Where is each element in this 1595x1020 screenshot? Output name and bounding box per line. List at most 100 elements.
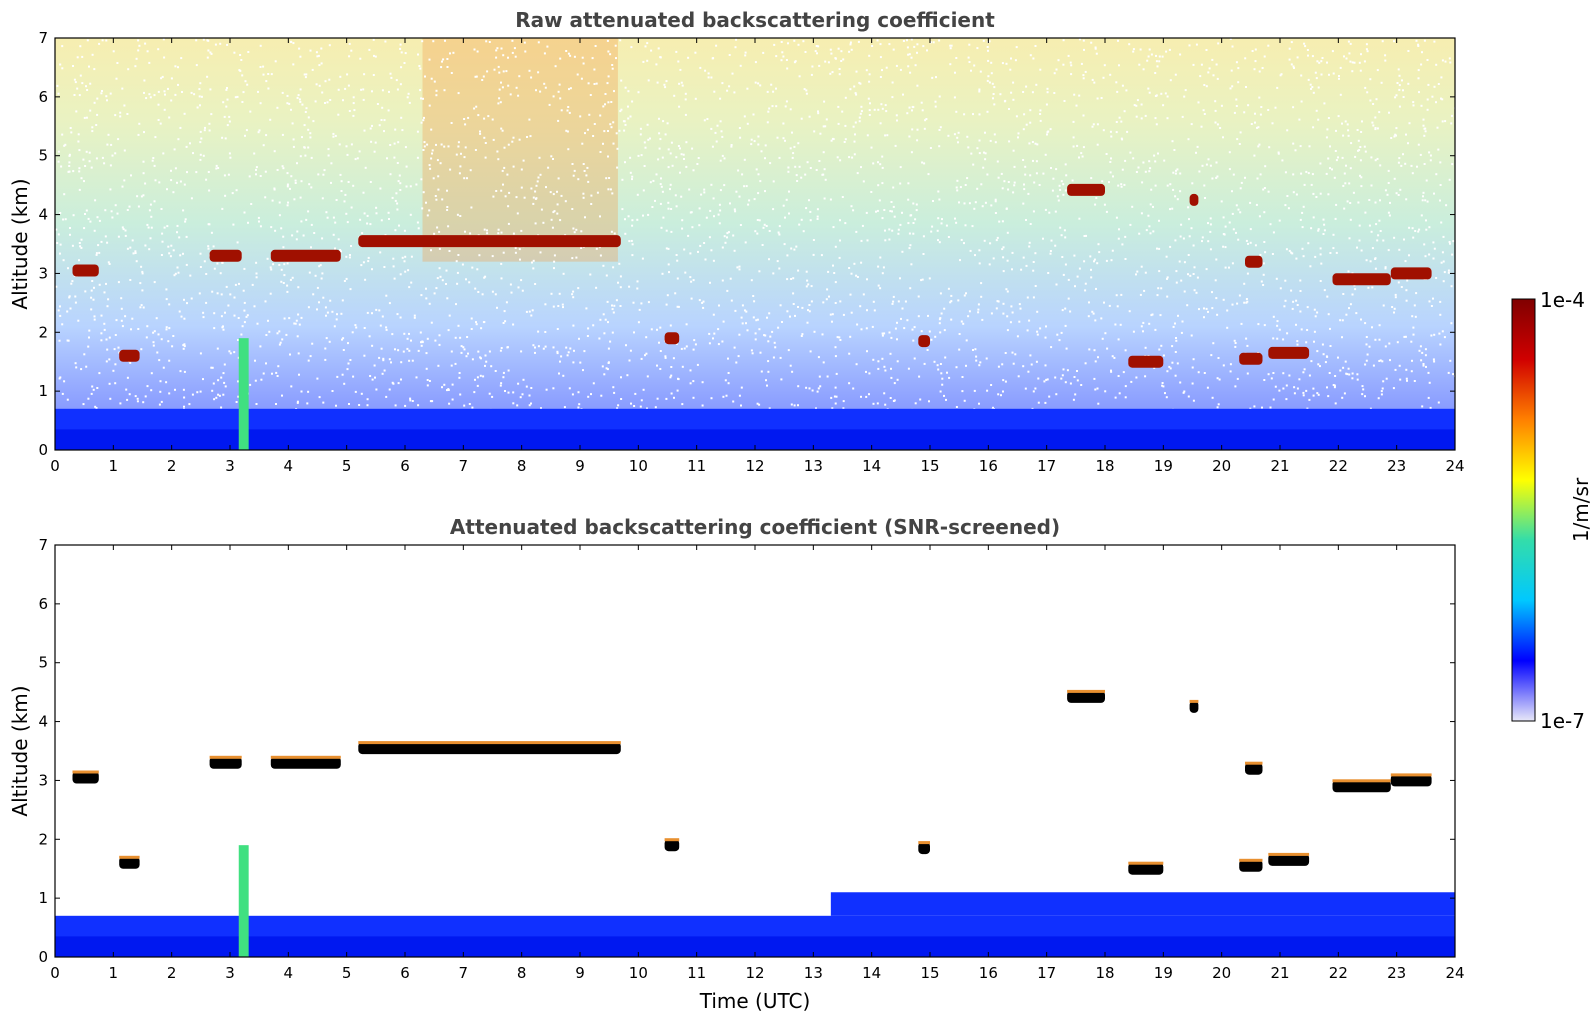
noise-speck <box>1354 155 1357 158</box>
noise-speck <box>1014 59 1017 62</box>
noise-speck <box>184 220 187 223</box>
noise-speck <box>837 122 840 125</box>
noise-speck <box>1364 322 1367 325</box>
noise-speck <box>1203 84 1206 86</box>
noise-speck <box>346 221 349 224</box>
noise-speck <box>425 367 428 370</box>
noise-speck <box>426 379 429 381</box>
noise-speck <box>723 157 726 160</box>
noise-speck <box>1205 49 1208 51</box>
noise-speck <box>113 348 116 351</box>
noise-speck <box>436 159 439 162</box>
noise-speck <box>1415 39 1418 42</box>
noise-speck <box>1158 247 1161 250</box>
noise-speck <box>287 201 289 204</box>
panel-screened-axes: 0 1 2 3 4 5 6 7 8 9 10 11 12 13 14 15 16 17 18 19 20 21 22 23 24… <box>38 536 1464 982</box>
noise-speck <box>889 210 892 213</box>
noise-speck <box>683 248 686 251</box>
noise-speck <box>1187 273 1189 276</box>
noise-speck <box>933 360 936 363</box>
noise-speck <box>459 393 462 396</box>
noise-speck <box>664 133 667 136</box>
noise-speck <box>805 386 808 389</box>
noise-speck <box>1405 198 1408 201</box>
noise-speck <box>566 109 569 112</box>
noise-speck <box>1263 55 1266 58</box>
noise-speck <box>1439 313 1442 316</box>
noise-speck <box>912 202 915 205</box>
noise-speck <box>767 360 770 363</box>
noise-speck <box>769 335 772 338</box>
noise-speck <box>712 259 715 262</box>
noise-speck <box>78 259 80 262</box>
noise-speck <box>793 404 796 407</box>
noise-speck <box>1224 246 1227 249</box>
noise-speck <box>902 40 905 42</box>
noise-speck <box>483 117 486 120</box>
noise-speck <box>80 368 83 371</box>
noise-speck <box>631 100 634 103</box>
noise-speck <box>1323 229 1326 232</box>
noise-speck <box>628 240 631 243</box>
noise-speck <box>746 87 749 90</box>
noise-speck <box>1447 271 1450 274</box>
noise-speck <box>892 186 895 189</box>
noise-speck <box>718 222 721 225</box>
noise-speck <box>387 109 390 112</box>
noise-speck <box>420 121 423 124</box>
noise-speck <box>586 128 589 131</box>
noise-speck <box>222 328 225 331</box>
noise-speck <box>114 114 117 117</box>
cloud-layer <box>119 349 140 362</box>
noise-speck <box>530 387 533 389</box>
noise-speck <box>121 325 124 328</box>
noise-speck <box>1341 319 1344 322</box>
noise-speck <box>829 313 832 316</box>
noise-speck <box>629 171 632 174</box>
noise-speck <box>269 292 272 295</box>
noise-speck <box>394 348 396 351</box>
noise-speck <box>320 277 323 280</box>
noise-speck <box>590 393 592 396</box>
noise-speck <box>865 211 868 214</box>
noise-speck <box>68 165 71 167</box>
noise-speck <box>446 58 449 60</box>
noise-speck <box>428 302 431 305</box>
noise-speck <box>994 200 997 203</box>
noise-speck <box>1032 296 1035 299</box>
noise-speck <box>273 150 276 153</box>
noise-speck <box>1341 396 1344 399</box>
noise-speck <box>724 241 727 244</box>
noise-speck <box>694 51 697 54</box>
noise-speck <box>994 212 997 214</box>
noise-speck <box>582 163 585 165</box>
noise-speck <box>621 208 624 211</box>
noise-speck <box>1262 273 1265 276</box>
noise-speck <box>1231 212 1234 215</box>
noise-speck <box>675 342 678 345</box>
noise-speck <box>277 365 280 368</box>
noise-speck <box>445 269 448 272</box>
noise-speck <box>322 401 325 404</box>
noise-speck <box>1171 361 1174 364</box>
noise-speck <box>945 398 947 401</box>
noise-speck <box>1282 338 1285 341</box>
noise-speck <box>1010 57 1012 60</box>
noise-speck <box>921 161 924 164</box>
noise-speck <box>101 90 103 92</box>
noise-speck <box>672 357 675 360</box>
noise-speck <box>949 47 952 50</box>
noise-speck <box>702 300 705 303</box>
noise-speck <box>1124 159 1127 162</box>
noise-speck <box>98 42 101 45</box>
noise-speck <box>660 185 663 188</box>
noise-speck <box>286 185 289 188</box>
noise-speck <box>332 132 335 135</box>
noise-speck <box>910 214 913 217</box>
noise-speck <box>939 390 942 393</box>
noise-speck <box>362 98 365 101</box>
noise-speck <box>273 187 276 190</box>
noise-speck <box>990 72 993 75</box>
noise-speck <box>1257 323 1260 326</box>
noise-speck <box>1354 288 1357 291</box>
